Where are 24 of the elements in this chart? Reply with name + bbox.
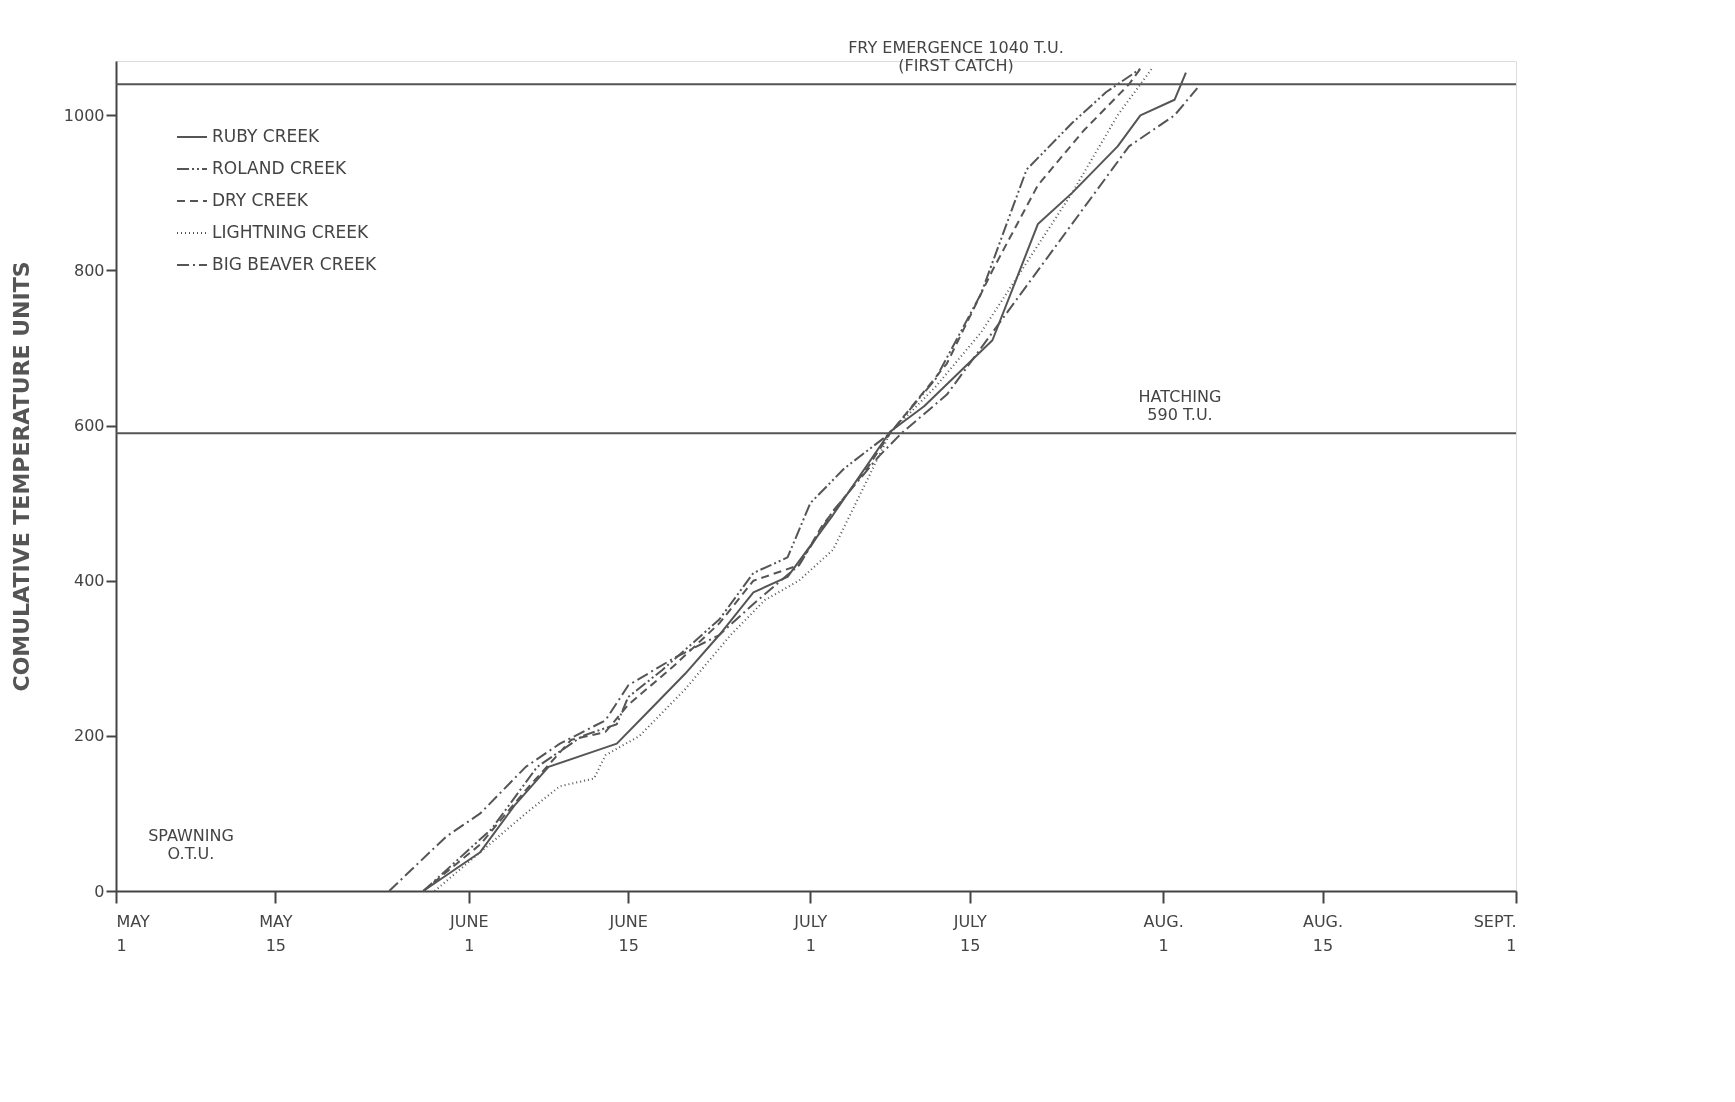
x-tick-label: SEPT. 1 [1473, 911, 1517, 955]
legend-label: ROLAND CREEK [212, 158, 348, 178]
y-tick-label: 200 [73, 726, 105, 746]
ref-line-label: HATCHING 590 T.U. [1138, 387, 1222, 425]
y-tick-label: 400 [73, 571, 105, 591]
y-tick-label: 600 [73, 416, 105, 436]
x-tick-label: JUNE 1 [449, 911, 489, 955]
x-tick-label: AUG. 15 [1302, 911, 1344, 955]
ref-line-label: FRY EMERGENCE 1040 T.U. (FIRST CATCH) [848, 38, 1064, 76]
x-tick-label: AUG. 1 [1143, 911, 1184, 955]
x-tick-label: JUNE 15 [608, 911, 648, 955]
x-tick-label: JULY 1 [793, 911, 828, 955]
x-tick-label: MAY 15 [259, 911, 293, 955]
legend-label: RUBY CREEK [212, 126, 320, 146]
y-tick-label: 800 [73, 260, 105, 280]
y-tick-label: 1000 [63, 105, 105, 125]
x-tick-label: MAY 1 [116, 911, 151, 955]
y-axis-title: COMULATIVE TEMPERATURE UNITS [8, 261, 34, 692]
annotation: SPAWNING O.T.U. [148, 826, 234, 863]
legend-label: BIG BEAVER CREEK [212, 254, 377, 274]
legend-label: LIGHTNING CREEK [212, 222, 370, 242]
x-tick-label: JULY 15 [952, 911, 987, 955]
legend-label: DRY CREEK [212, 190, 309, 210]
y-tick-label: 0 [94, 881, 105, 901]
